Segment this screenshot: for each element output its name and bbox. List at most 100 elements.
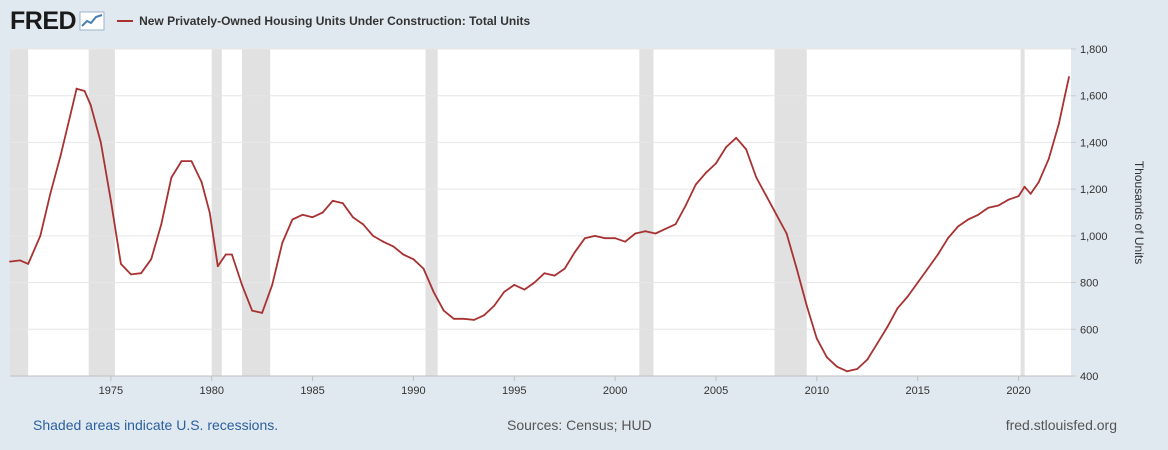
data-point [1023, 185, 1026, 188]
data-point [977, 213, 980, 216]
data-point [614, 237, 617, 240]
data-point [412, 258, 415, 261]
data-point [208, 211, 211, 214]
data-point [997, 204, 1000, 207]
series-line [9, 76, 1070, 373]
data-point [180, 160, 183, 163]
data-point [241, 284, 243, 286]
data-point [216, 265, 219, 268]
data-point [362, 223, 364, 226]
data-point [513, 284, 516, 286]
data-point [896, 307, 899, 310]
x-tick-label: 1980 [199, 385, 223, 397]
data-point [755, 176, 758, 179]
data-point [281, 241, 284, 244]
data-point [664, 227, 667, 230]
data-point [372, 234, 374, 237]
y-tick-label: 400 [1080, 371, 1098, 383]
data-point [1029, 192, 1032, 195]
data-point [432, 291, 435, 293]
data-point [140, 272, 143, 275]
data-point [1047, 157, 1050, 160]
data-point [473, 319, 475, 321]
y-axis-label: Thousands of Units [1132, 161, 1146, 264]
data-point [120, 262, 122, 265]
site-attribution[interactable]: fred.stlouisfed.org [1005, 417, 1117, 433]
y-tick-label: 1,400 [1080, 137, 1108, 149]
legend-series-label: New Privately-Owned Housing Units Under … [139, 14, 531, 28]
data-point [1017, 195, 1020, 198]
data-point [1057, 122, 1060, 125]
data-point [533, 281, 536, 284]
data-point [553, 274, 556, 277]
data-point [422, 267, 425, 270]
data-point [503, 291, 506, 293]
recession-band [639, 49, 654, 376]
data-point [987, 206, 990, 209]
x-tick-label: 1975 [99, 385, 123, 397]
fred-logo[interactable]: FRED [10, 7, 105, 36]
data-point [866, 358, 869, 361]
data-point [462, 317, 465, 320]
data-point [583, 237, 586, 240]
data-point [795, 267, 798, 270]
data-point [170, 176, 173, 179]
data-point [27, 262, 30, 265]
data-point [563, 267, 566, 270]
recession-note-link[interactable]: Shaded areas indicate U.S. recessions. [33, 417, 279, 433]
data-point [150, 258, 153, 261]
data-point [109, 199, 112, 202]
data-point [725, 146, 727, 149]
data-point [775, 213, 778, 216]
x-tick-label: 2020 [1006, 385, 1030, 397]
data-point [200, 181, 203, 184]
data-point [271, 284, 274, 286]
data-point [644, 230, 647, 233]
data-point [89, 104, 92, 106]
line-chart-icon [79, 11, 105, 31]
chart-header: FRED New Privately-Owned Housing Units U… [10, 6, 530, 36]
data-point [604, 237, 606, 240]
data-point [594, 234, 596, 237]
data-point [69, 113, 72, 116]
data-point [493, 305, 496, 307]
y-tick-label: 1,800 [1080, 44, 1108, 56]
fred-logo-text: FRED [10, 6, 77, 35]
data-point [826, 356, 828, 359]
y-tick-label: 600 [1080, 324, 1098, 336]
data-point [341, 202, 344, 205]
y-tick-label: 1,200 [1080, 184, 1108, 196]
data-point [846, 370, 849, 373]
data-point [311, 216, 314, 219]
data-point [83, 90, 86, 92]
data-point [1068, 76, 1070, 78]
recession-band [1020, 49, 1025, 376]
data-point [1037, 181, 1040, 184]
data-point [321, 211, 324, 214]
y-tick-label: 800 [1080, 278, 1098, 290]
recession-band [241, 49, 271, 376]
data-point [452, 317, 455, 320]
y-tick-label: 1,000 [1080, 231, 1108, 243]
x-tick-label: 2010 [805, 385, 829, 397]
data-point [815, 337, 818, 340]
x-tick-label: 2005 [704, 385, 728, 397]
data-point [99, 141, 102, 144]
series-legend[interactable]: New Privately-Owned Housing Units Under … [117, 14, 530, 28]
x-tick-label: 1990 [401, 385, 425, 397]
data-point [19, 259, 21, 262]
data-point [836, 365, 838, 368]
x-tick-label: 1995 [502, 385, 526, 397]
data-point [634, 232, 637, 235]
data-point [160, 223, 163, 226]
data-point [59, 155, 62, 158]
data-point [785, 232, 788, 235]
data-point [230, 253, 233, 256]
plot-area [10, 49, 1071, 376]
data-point [947, 237, 949, 240]
data-point [352, 216, 354, 219]
data-point [936, 253, 939, 256]
data-point [674, 223, 677, 226]
data-point [916, 281, 919, 284]
